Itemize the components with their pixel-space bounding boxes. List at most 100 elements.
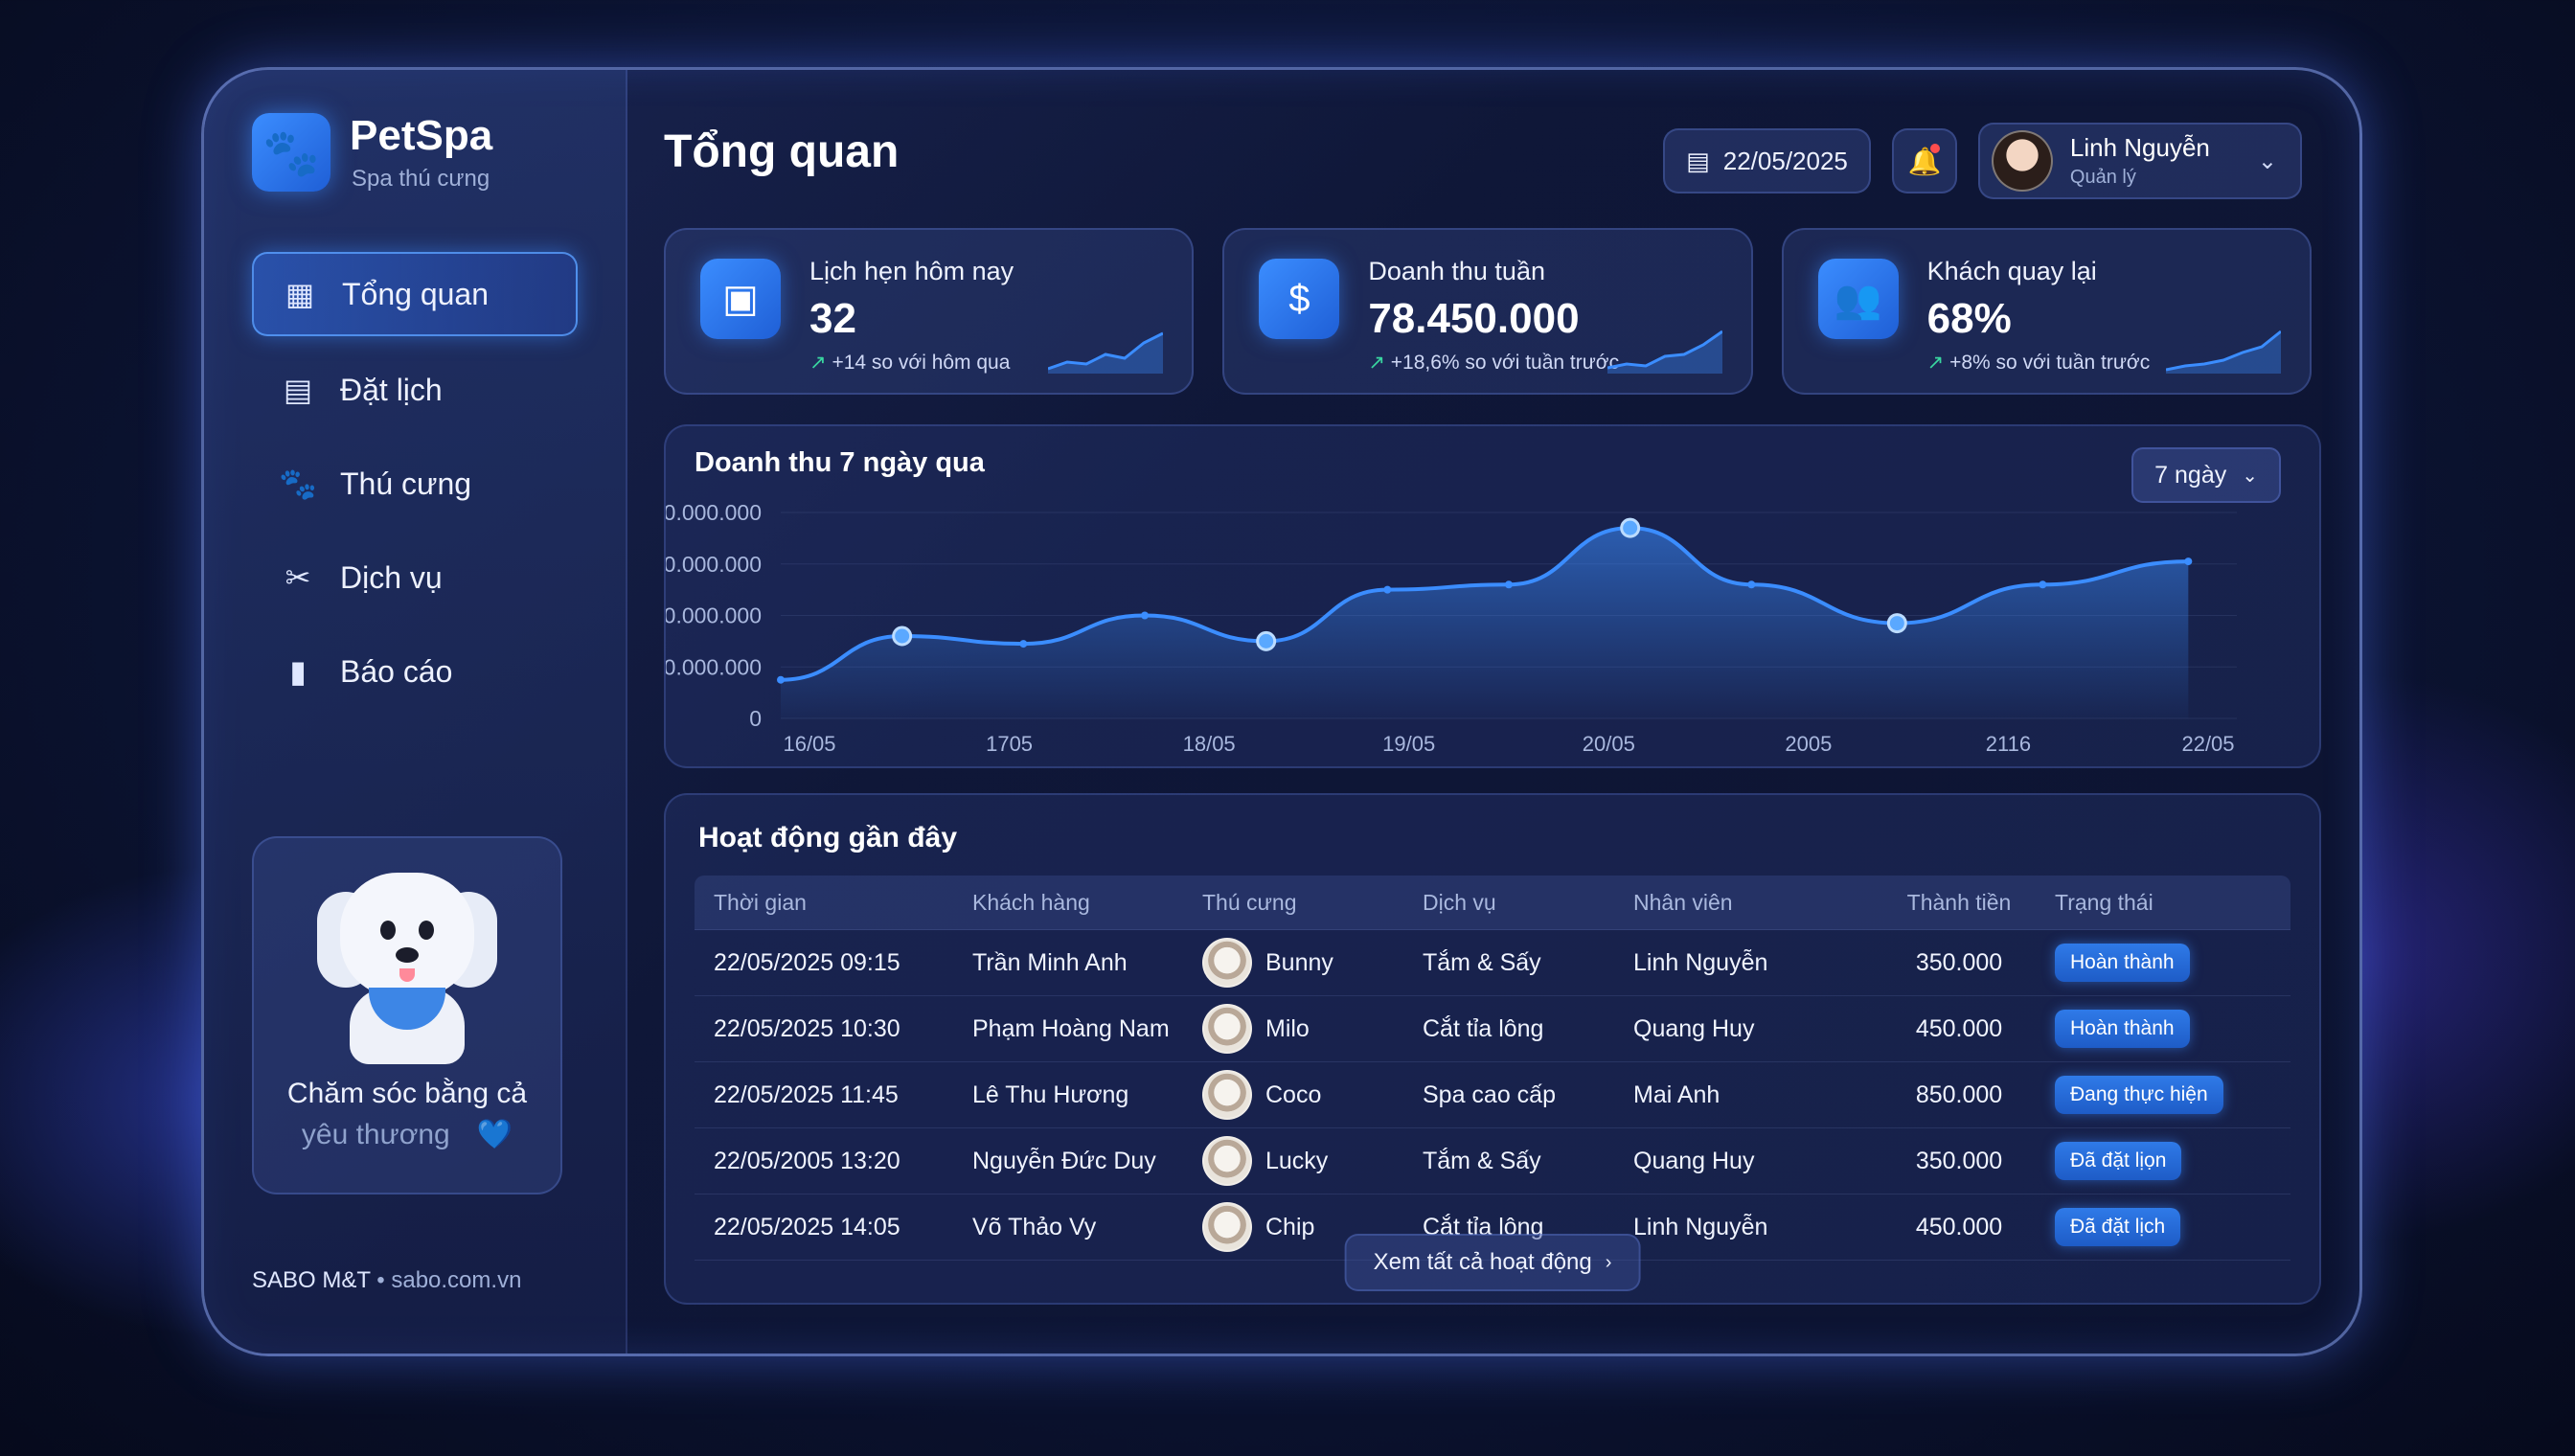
notification-button[interactable]: 🔔 — [1891, 128, 1957, 193]
y-tick-label: 30.000.000 — [666, 552, 762, 577]
column-header[interactable]: Trạng thái — [2055, 889, 2153, 915]
pet-name: Bunny — [1265, 948, 1333, 976]
money-bag-icon: $ — [1259, 259, 1340, 339]
footer-brand: SABO M&T — [252, 1267, 371, 1293]
chart-title: Doanh thu 7 ngày qua — [695, 447, 985, 478]
pet-avatar — [1202, 1070, 1252, 1120]
arrow-up-icon: ↗ — [1926, 352, 1945, 374]
data-point — [1256, 630, 1277, 651]
range-dropdown[interactable]: 7 ngày ⌄ — [2131, 447, 2281, 503]
x-tick-label: 2116 — [1986, 732, 2031, 756]
user-menu[interactable]: Linh Nguyễn Quản lý ⌄ — [1977, 123, 2302, 199]
table-row[interactable]: 22/05/2025 14:05 Võ Thảo Vy Chip Cắt tỉa lô… — [695, 1194, 2290, 1261]
users-icon: 👥 — [1817, 259, 1899, 339]
sparkline — [2165, 330, 2281, 374]
x-tick-label: 2005 — [1785, 732, 1832, 756]
data-point — [892, 626, 913, 647]
cell-service: Cắt tỉa lông — [1423, 1213, 1544, 1240]
pet-avatar — [1202, 938, 1252, 988]
sidebar-item-overview[interactable]: ▦ Tổng quan — [252, 252, 578, 336]
x-tick-label: 1705 — [986, 732, 1033, 756]
cell-pet: Chip — [1202, 1202, 1423, 1252]
revenue-chart-panel: Doanh thu 7 ngày qua 7 ngày ⌄ 40.000.000… — [664, 424, 2321, 768]
stat-label: Doanh thu tuần — [1368, 257, 1545, 285]
stat-value: 32 — [809, 295, 856, 342]
series-line — [780, 526, 2189, 682]
x-tick-label: 20/05 — [1583, 732, 1635, 756]
column-header[interactable]: Thời gian — [714, 889, 807, 915]
data-point — [1141, 611, 1149, 620]
cell-staff: Quang Huy — [1633, 1014, 1755, 1042]
cell-customer: Trần Minh Anh — [972, 948, 1128, 976]
y-tick-label: 0 — [749, 706, 762, 731]
column-header[interactable]: Khách hàng — [972, 889, 1090, 915]
table-row[interactable]: 22/05/2025 09:15 Trần Minh Anh Bunny Tắm & … — [695, 930, 2290, 996]
see-all-activity-button[interactable]: Xem tất cả hoạt động › — [1344, 1234, 1641, 1291]
y-tick-label: 40.000.000 — [666, 500, 762, 525]
pet-name: Milo — [1265, 1014, 1310, 1042]
section-title: Hoạt động gần đây — [698, 822, 957, 853]
x-tick-label: 19/05 — [1382, 732, 1435, 756]
table-row[interactable]: 22/05/2025 11:45 Lê Thu Hương Coco Spa cao … — [695, 1062, 2290, 1128]
footer-site: sabo.com.vn — [391, 1267, 522, 1293]
cell-time: 22/05/2005 13:20 — [714, 1147, 900, 1174]
cell-status: Hoàn thành — [2055, 944, 2290, 982]
cell-pet: Coco — [1202, 1070, 1423, 1120]
column-header[interactable]: Thành tiền — [1906, 889, 2012, 915]
grid-icon: ▦ — [285, 277, 315, 311]
table-row[interactable]: 22/05/2005 13:20 Nguyễn Đức Duy Lucky Tắm &… — [695, 1128, 2290, 1194]
calendar-icon: ▤ — [1686, 146, 1710, 175]
sidebar-item-booking[interactable]: ▤ Đặt lịch — [252, 350, 578, 430]
cell-staff: Linh Nguyễn — [1633, 948, 1768, 976]
heart-icon: 💙 — [476, 1119, 513, 1150]
table-row[interactable]: 22/05/2025 10:30 Phạm Hoàng Nam Milo Cắt tỉ… — [695, 996, 2290, 1062]
stat-value: 68% — [1926, 295, 2012, 342]
sparkline — [1048, 331, 1164, 374]
cell-customer: Nguyễn Đức Duy — [972, 1147, 1156, 1174]
bar-chart-icon: ▮ — [289, 654, 307, 689]
cell-status: Đã đặt lịọn — [2055, 1142, 2290, 1180]
y-tick-label: 20.000.000 — [666, 603, 762, 628]
area-fill — [781, 528, 2189, 718]
date-picker[interactable]: ▤ 22/05/2025 — [1663, 128, 1871, 193]
stat-label: Khách quay lại — [1926, 257, 2097, 285]
scissors-icon: ✂ — [285, 560, 311, 595]
sidebar-item-pets[interactable]: 🐾 Thú cưng — [252, 444, 578, 524]
column-header[interactable]: Dịch vụ — [1423, 889, 1496, 915]
revenue-chart: 40.000.000 30.000.000 20.000.000 10.000.000… — [666, 500, 2237, 756]
status-badge: Đang thực hiện — [2055, 1076, 2223, 1114]
status-badge: Hoàn thành — [2055, 1010, 2190, 1048]
paw-icon: 🐾 — [252, 113, 330, 192]
cell-status: Đã đặt lịch — [2055, 1208, 2290, 1246]
column-header[interactable]: Nhân viên — [1633, 889, 1733, 915]
table-header: Thời gian Khách hàng Thú cưng Dịch vụ Nh… — [695, 876, 2290, 930]
pet-name: Lucky — [1265, 1147, 1329, 1174]
brand-subtitle: Spa thú cưng — [352, 166, 490, 192]
data-point — [777, 675, 785, 684]
paw-icon: 🐾 — [279, 466, 317, 501]
user-role: Quản lý — [2069, 167, 2136, 188]
range-value: 7 ngày — [2154, 461, 2227, 489]
cell-amount: 850.000 — [1915, 1081, 2003, 1108]
calendar-icon: ▣ — [700, 259, 781, 339]
cell-staff: Mai Anh — [1633, 1081, 1720, 1108]
activity-table: Thời gian Khách hàng Thú cưng Dịch vụ Nh… — [695, 876, 2290, 1261]
stat-card-returning-customers: 👥 Khách quay lại 68% ↗ +8% so với tuần t… — [1781, 228, 2312, 395]
recent-activity-panel: Hoạt động gần đây Thời gian Khách hàng T… — [664, 793, 2321, 1305]
arrow-up-icon: ↗ — [1368, 352, 1385, 374]
cell-customer: Phạm Hoàng Nam — [972, 1014, 1170, 1042]
stat-card-appointments: ▣ Lịch hẹn hôm nay 32 ↗ +14 so với hôm q… — [664, 228, 1195, 395]
avatar — [1991, 130, 2053, 192]
cell-time: 22/05/2025 09:15 — [714, 948, 900, 976]
column-header[interactable]: Thú cưng — [1202, 889, 1297, 915]
stat-delta: ↗ +8% so với tuần trước — [1926, 352, 2151, 374]
notification-dot — [1929, 144, 1940, 153]
sidebar-item-reports[interactable]: ▮ Báo cáo — [252, 631, 578, 712]
arrow-up-icon: ↗ — [809, 352, 827, 374]
app-window: 🐾 PetSpa Spa thú cưng ▦ Tổng quan ▤ Đặt … — [201, 67, 2362, 1356]
x-tick-label: 16/05 — [783, 732, 835, 756]
promo-text-2: yêu thương 💙 — [301, 1119, 513, 1150]
cell-pet: Milo — [1202, 1004, 1423, 1054]
stat-value: 78.450.000 — [1368, 295, 1580, 342]
sidebar-item-services[interactable]: ✂ Dịch vụ — [252, 537, 578, 618]
